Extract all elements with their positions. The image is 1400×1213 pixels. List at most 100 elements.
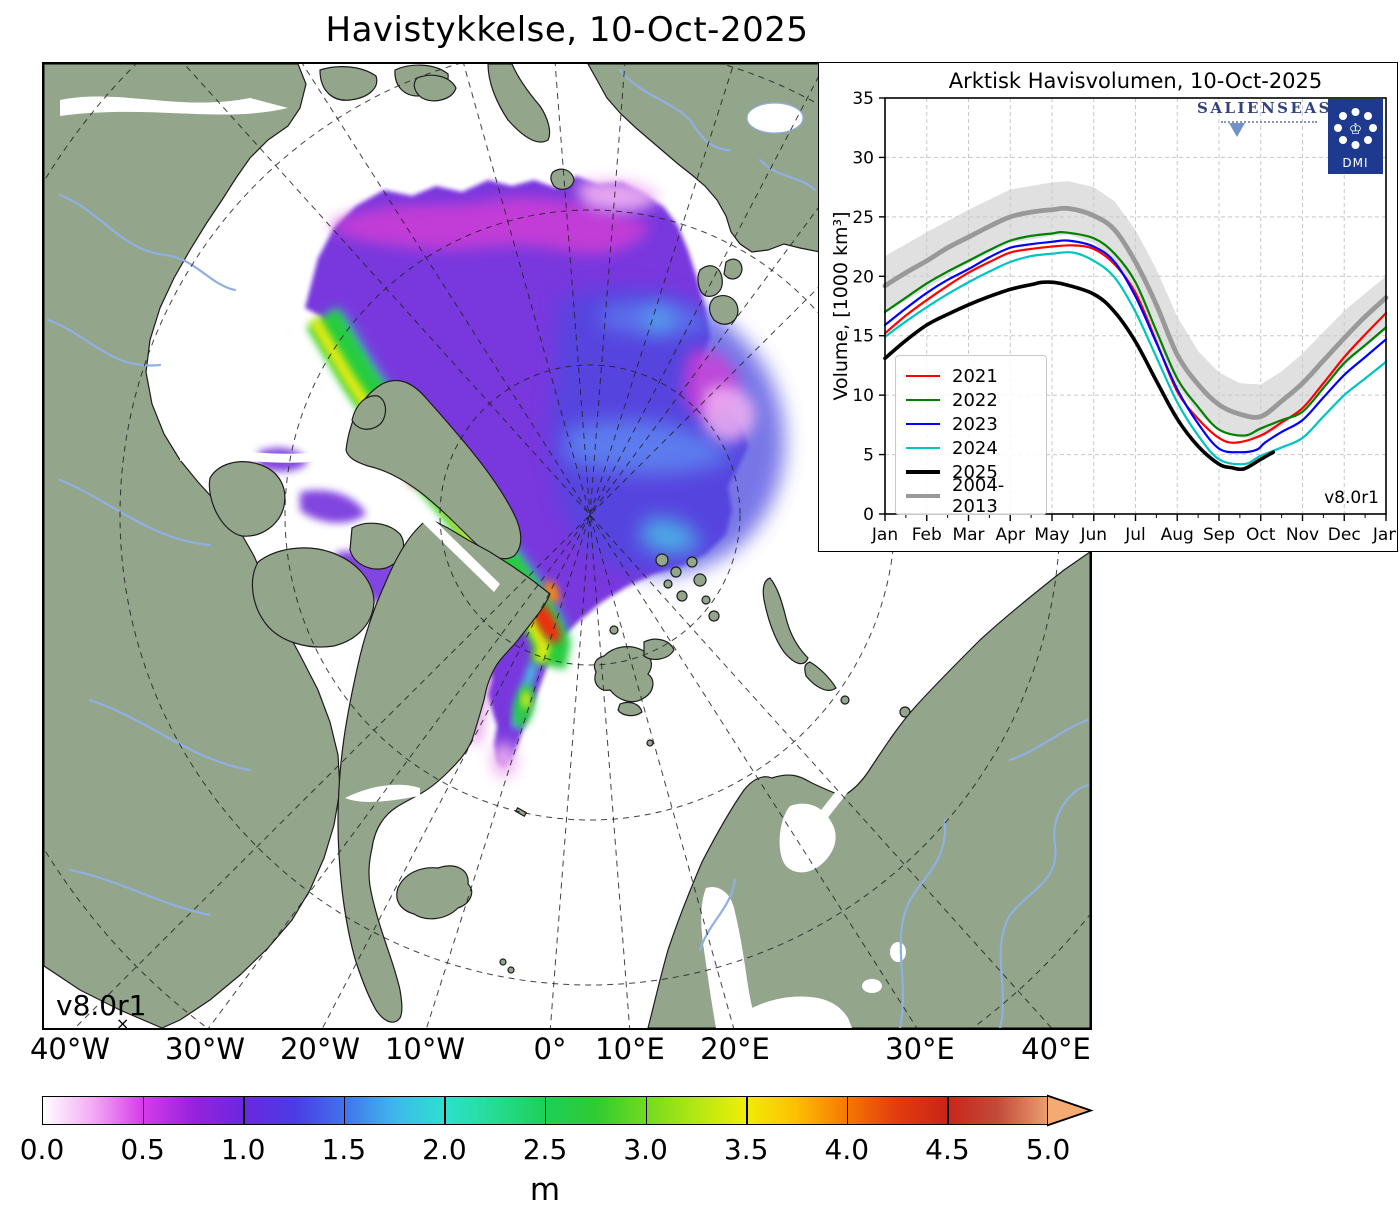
land-greenland <box>337 517 551 1023</box>
land-franz-josef <box>655 553 720 622</box>
lon-label: 20°E <box>700 1032 770 1066</box>
land-islet <box>609 625 619 635</box>
land-chukotka <box>487 64 551 143</box>
graticule-line <box>183 64 1053 1028</box>
land-island <box>697 265 723 297</box>
legend-label: 2025 <box>952 461 998 483</box>
land-victoria-island <box>251 547 375 648</box>
chart-x-tick-label: Nov <box>1286 525 1319 545</box>
colorbar-tick-label: 5.0 <box>1025 1133 1071 1166</box>
river <box>758 158 817 192</box>
fjord <box>150 368 300 382</box>
lake-taymyr <box>746 102 804 134</box>
scoresby-fjord <box>345 784 420 802</box>
land-iceland <box>396 865 473 920</box>
strait <box>60 96 288 116</box>
chart-series-2024 <box>883 251 1388 466</box>
colorbar-tick <box>343 1097 346 1124</box>
lon-label: 40°E <box>1021 1032 1091 1066</box>
colorbar-tick-label: 1.5 <box>321 1133 367 1166</box>
land-layer <box>44 64 1090 1028</box>
land-islet <box>507 966 515 974</box>
colorbar-tick-label: 0.0 <box>19 1133 65 1166</box>
lon-label: 10°W <box>384 1032 466 1066</box>
colorbar-tick-label: 1.0 <box>220 1133 266 1166</box>
ice-pink-fringe <box>575 179 660 212</box>
colorbar-arrow <box>1047 1094 1094 1127</box>
chart-x-tick-label: Mar <box>952 525 984 545</box>
legend-swatch <box>906 446 940 450</box>
chart-x-tick-label: Jul <box>1124 525 1146 545</box>
legend-label: 2024 <box>952 437 998 459</box>
river <box>1008 718 1090 762</box>
lon-label: 20°W <box>279 1032 361 1066</box>
legend-label: 2023 <box>952 413 998 435</box>
graticule-line <box>74 64 1044 1028</box>
land-svalbard-s <box>617 701 643 717</box>
legend-item-2025: 2025 <box>906 460 1036 484</box>
land-novaya-zemlya-s <box>804 661 837 691</box>
legend-item-2022: 2022 <box>906 388 1036 412</box>
legend-swatch <box>906 493 940 499</box>
salienseas-sail-icon <box>1229 123 1245 137</box>
land-island <box>708 295 739 325</box>
ice-pink-fringe <box>701 385 756 442</box>
chart-climatology-band <box>885 181 1386 438</box>
dmi-crown-icon: ♔ <box>1349 120 1362 138</box>
legend-item-2024: 2024 <box>906 436 1036 460</box>
map-version-label: v8.0r1 <box>56 989 147 1022</box>
colorbar-tick <box>947 1097 949 1124</box>
chart-x-tick-label: May <box>1034 525 1069 545</box>
land-axel-heiberg <box>351 395 387 430</box>
legend-swatch <box>906 374 940 378</box>
ice-tongue-yellow-dot <box>522 691 530 709</box>
colorbar-tick <box>545 1097 547 1124</box>
land-island <box>413 74 457 102</box>
colorbar-tick <box>846 1097 849 1124</box>
legend-swatch <box>906 398 940 402</box>
page-title: Havistykkelse, 10-Oct-2025 <box>325 10 809 50</box>
chart-y-tick-label: 35 <box>852 89 874 109</box>
legend-label: 2022 <box>952 389 998 411</box>
water-cutouts <box>60 96 906 1028</box>
chart-y-tick-label: 25 <box>852 208 874 228</box>
land-scandinavia-russia <box>647 551 1090 1028</box>
chart-series-2023 <box>883 239 1388 454</box>
river <box>998 783 1090 1028</box>
land-svalbard-ne <box>643 638 675 660</box>
white-sea-throat <box>818 786 848 820</box>
lon-label: 30°E <box>885 1032 955 1066</box>
river <box>898 818 947 1028</box>
ice-cyan-spot <box>646 308 670 332</box>
graticule-line <box>426 64 735 1028</box>
chart-x-tick-label: Oct <box>1246 525 1276 545</box>
colorbar-tick <box>243 1097 245 1124</box>
dmi-logo: ♔ DMI <box>1328 99 1383 174</box>
land-islet <box>840 695 850 705</box>
colorbar-tick-label: 0.5 <box>120 1133 165 1166</box>
map-corner-marker: × <box>116 1014 130 1030</box>
land-islet <box>499 958 507 966</box>
colorbar-tick-label: 4.0 <box>824 1133 870 1166</box>
nares-strait <box>420 512 500 592</box>
salienseas-logo-text: SALIENSEAS <box>1197 99 1332 117</box>
land-island <box>550 168 575 190</box>
legend-item-2004-2013: 2004-2013 <box>906 475 1036 517</box>
chart-x-tick-label: Aug <box>1161 525 1194 545</box>
volume-chart: 0 5 10 15 20 25 30 35 Jan Feb Mar Apr May Jun Jul Aug Se… <box>818 62 1398 552</box>
land-canada <box>44 64 341 1028</box>
graticule-line <box>302 64 918 1028</box>
river-layer <box>46 68 1090 1028</box>
ice-channel-ribbon <box>300 490 366 523</box>
land-islet <box>646 739 654 747</box>
river <box>58 478 212 547</box>
river <box>88 698 252 772</box>
graticule-line <box>554 64 631 1028</box>
lon-label: 30°W <box>164 1032 246 1066</box>
chart-y-tick-label: 10 <box>852 386 874 406</box>
river <box>698 878 737 952</box>
land-ellesmere-island <box>345 379 522 560</box>
